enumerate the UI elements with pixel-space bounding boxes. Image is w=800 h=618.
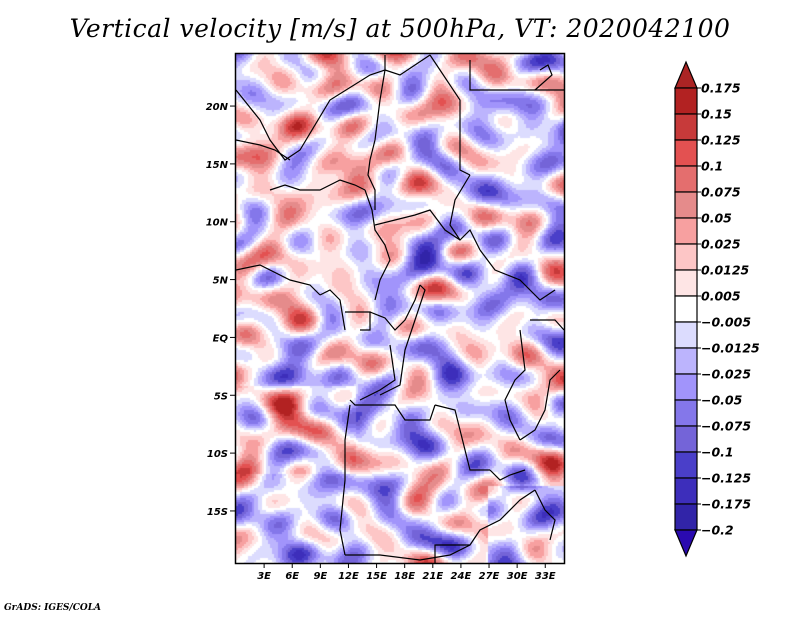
x-tick-label: 30E bbox=[507, 571, 528, 582]
country-border bbox=[534, 489, 556, 541]
colorbar-label: −0.025 bbox=[701, 367, 751, 382]
x-tick-label: 24E bbox=[451, 571, 472, 582]
colorbar-top-arrow bbox=[674, 60, 698, 89]
country-border bbox=[349, 399, 436, 421]
colorbar-box bbox=[674, 477, 698, 505]
colorbar-bottom-arrow bbox=[674, 529, 698, 558]
colorbar-box bbox=[674, 217, 698, 245]
colorbar-label: 0.075 bbox=[701, 185, 741, 200]
colorbar-label: −0.175 bbox=[701, 497, 751, 512]
x-tick-label: 6E bbox=[285, 571, 299, 582]
vertical-velocity-field bbox=[236, 54, 564, 563]
country-border bbox=[345, 544, 471, 561]
colorbar-label: 0.15 bbox=[701, 107, 732, 122]
colorbar-box bbox=[674, 191, 698, 219]
colorbar-label: −0.075 bbox=[701, 419, 751, 434]
country-border bbox=[530, 319, 565, 331]
colorbar-label: −0.2 bbox=[701, 523, 734, 538]
country-border bbox=[429, 54, 471, 176]
country-border bbox=[235, 139, 291, 161]
y-tick-label: 5N bbox=[213, 276, 229, 287]
colorbar-label: 0.175 bbox=[701, 81, 741, 96]
colorbar-box bbox=[674, 139, 698, 167]
x-tick-label: 18E bbox=[394, 571, 415, 582]
country-border bbox=[235, 55, 386, 161]
country-border bbox=[269, 179, 366, 191]
x-tick-label: 9E bbox=[313, 571, 327, 582]
x-tick-label: 27E bbox=[479, 571, 500, 582]
colorbar-label: −0.125 bbox=[701, 471, 751, 486]
country-border bbox=[379, 284, 426, 396]
colorbar: 0.175 0.15 0.125 0.1 0.075 0.05 0.025 0.0125 0.0… bbox=[674, 60, 760, 558]
colorbar-label: 0.1 bbox=[701, 159, 723, 174]
colorbar-box bbox=[674, 425, 698, 453]
country-border bbox=[384, 54, 431, 76]
x-axis: 3E 6E 9E 12E 15E 18E 21E 24E 27E 30E 33E bbox=[257, 563, 556, 582]
country-borders bbox=[235, 54, 565, 563]
country-border bbox=[434, 404, 490, 471]
country-border bbox=[519, 369, 561, 441]
x-tick-label: 3E bbox=[257, 571, 271, 582]
country-border bbox=[235, 264, 321, 296]
country-border bbox=[489, 469, 526, 481]
country-border bbox=[534, 64, 553, 91]
colorbar-label: 0.05 bbox=[701, 211, 732, 226]
colorbar-box bbox=[674, 503, 698, 531]
country-border bbox=[345, 311, 371, 331]
colorbar-box bbox=[674, 87, 698, 115]
y-tick-label: 20N bbox=[206, 102, 229, 113]
country-border bbox=[367, 69, 386, 210]
colorbar-box bbox=[674, 451, 698, 479]
colorbar-box bbox=[674, 113, 698, 141]
colorbar-box bbox=[674, 321, 698, 349]
map-frame bbox=[234, 52, 566, 565]
colorbar-box bbox=[674, 399, 698, 427]
colorbar-label: −0.1 bbox=[701, 445, 734, 460]
country-border bbox=[479, 249, 556, 301]
x-tick-label: 15E bbox=[366, 571, 387, 582]
y-tick-label: 5S bbox=[214, 391, 228, 402]
country-border bbox=[469, 60, 564, 91]
colorbar-box bbox=[674, 373, 698, 401]
colorbar-label: 0.0125 bbox=[701, 263, 750, 278]
y-tick-label: 15S bbox=[207, 507, 228, 518]
colorbar-box bbox=[674, 243, 698, 271]
colorbar-label: 0.025 bbox=[701, 237, 741, 252]
y-tick-label: EQ bbox=[213, 333, 229, 344]
country-border bbox=[359, 344, 396, 401]
colorbar-box bbox=[674, 165, 698, 193]
y-tick-label: 15N bbox=[206, 160, 229, 171]
country-border bbox=[339, 404, 351, 556]
country-border bbox=[364, 189, 391, 301]
y-tick-label: 10S bbox=[207, 449, 228, 460]
country-border bbox=[369, 284, 421, 331]
country-border bbox=[449, 174, 471, 241]
x-tick-label: 12E bbox=[338, 571, 359, 582]
y-tick-label: 10N bbox=[206, 218, 229, 229]
country-border bbox=[434, 489, 536, 563]
colorbar-box bbox=[674, 295, 698, 323]
x-tick-label: 33E bbox=[535, 571, 556, 582]
country-border bbox=[504, 329, 526, 441]
colorbar-label: 0.125 bbox=[701, 133, 741, 148]
colorbar-label: −0.005 bbox=[701, 315, 751, 330]
country-border bbox=[374, 209, 481, 251]
y-axis: 20N 15N 10N 5N EQ 5S 10S 15S bbox=[206, 102, 236, 518]
colorbar-label: −0.05 bbox=[701, 393, 743, 408]
colorbar-box bbox=[674, 269, 698, 297]
grads-credit: GrADS: IGES/COLA bbox=[4, 603, 102, 613]
x-tick-label: 21E bbox=[422, 571, 443, 582]
colorbar-label: −0.0125 bbox=[701, 341, 760, 356]
colorbar-label: 0.005 bbox=[701, 289, 741, 304]
country-border bbox=[319, 289, 346, 331]
colorbar-box bbox=[674, 347, 698, 375]
chart-title: Vertical velocity [m/s] at 500hPa, VT: 2… bbox=[69, 14, 731, 43]
